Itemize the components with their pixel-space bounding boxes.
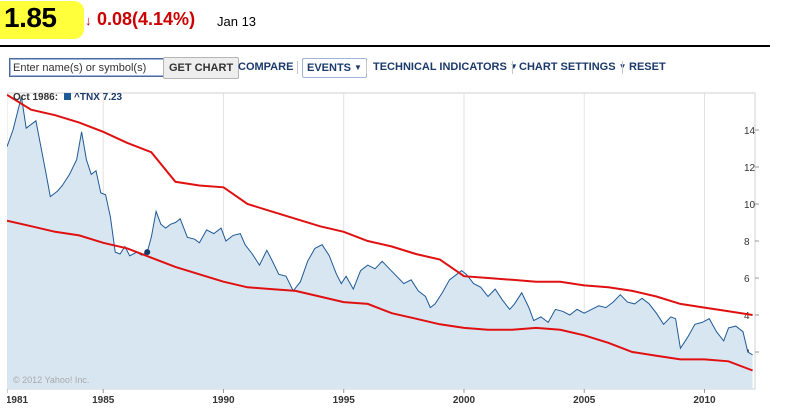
last-price: 1.85 — [4, 2, 57, 33]
y-tick-label: 10 — [744, 200, 756, 211]
compare-link[interactable]: COMPARE — [238, 61, 294, 73]
y-tick-label: 12 — [744, 163, 756, 174]
x-tick-label: 2010 — [693, 395, 716, 406]
lower-band-line — [6, 219, 753, 372]
events-dropdown[interactable]: EVENTS ▼ — [302, 58, 367, 78]
down-arrow-icon: ↓ — [85, 13, 92, 28]
toolbar-separator — [297, 61, 298, 74]
toolbar-separator — [366, 61, 367, 74]
caret-down-icon: ▼ — [354, 63, 362, 72]
x-tick-label: 1995 — [333, 395, 356, 406]
events-label: EVENTS — [307, 62, 352, 74]
get-chart-button[interactable]: GET CHART — [163, 57, 240, 79]
caret-down-icon: ▼ — [509, 62, 518, 71]
legend-date: Oct 1986: — [13, 92, 59, 103]
price-chart-svg: 19811985199019952000200520102468101214 — [6, 92, 759, 406]
y-tick-label: 8 — [744, 237, 750, 248]
x-tick-label: 2000 — [453, 395, 476, 406]
y-tick-label: 14 — [744, 126, 756, 137]
technical-indicators-dropdown[interactable]: TECHNICAL INDICATORS ▼ — [373, 58, 518, 76]
chart-toolbar: GET CHART COMPARE EVENTS▼ TECHNICAL INDI… — [0, 54, 797, 80]
x-tick-label: 2005 — [573, 395, 596, 406]
toolbar-separator — [622, 61, 623, 74]
upper-band-line — [6, 93, 753, 316]
series-area — [7, 96, 753, 389]
copyright-text: © 2012 Yahoo! Inc. — [13, 375, 90, 385]
quote-date: Jan 13 — [217, 14, 257, 29]
chart-area[interactable]: 19811985199019952000200520102468101214 O… — [6, 89, 769, 407]
legend-swatch — [64, 93, 72, 100]
toolbar-separator — [512, 61, 513, 74]
price-highlight — [0, 1, 84, 39]
price-change: 0.08(4.14%) — [97, 9, 196, 29]
series-line — [6, 96, 753, 356]
legend-series: ^TNX 7.23 — [74, 92, 123, 103]
symbol-search-input[interactable] — [9, 58, 165, 77]
x-tick-label: 1990 — [212, 395, 235, 406]
chart-settings-label: CHART SETTINGS — [519, 61, 616, 73]
header-divider — [0, 45, 770, 47]
chart-settings-dropdown[interactable]: CHART SETTINGS▼ — [519, 58, 626, 76]
y-tick-label: 6 — [744, 274, 750, 285]
y-tick-label: 4 — [744, 311, 750, 322]
quote-header: 1.85 ↓ 0.08(4.14%) Jan 13 — [0, 0, 797, 42]
chart-legend: Oct 1986: ^TNX 7.23 — [13, 92, 122, 103]
reset-link[interactable]: RESET — [629, 61, 666, 73]
x-tick-label: 1981 — [7, 395, 29, 406]
technical-indicators-label: TECHNICAL INDICATORS — [373, 61, 507, 73]
x-tick-label: 1985 — [92, 395, 115, 406]
hover-point-marker — [144, 249, 151, 256]
